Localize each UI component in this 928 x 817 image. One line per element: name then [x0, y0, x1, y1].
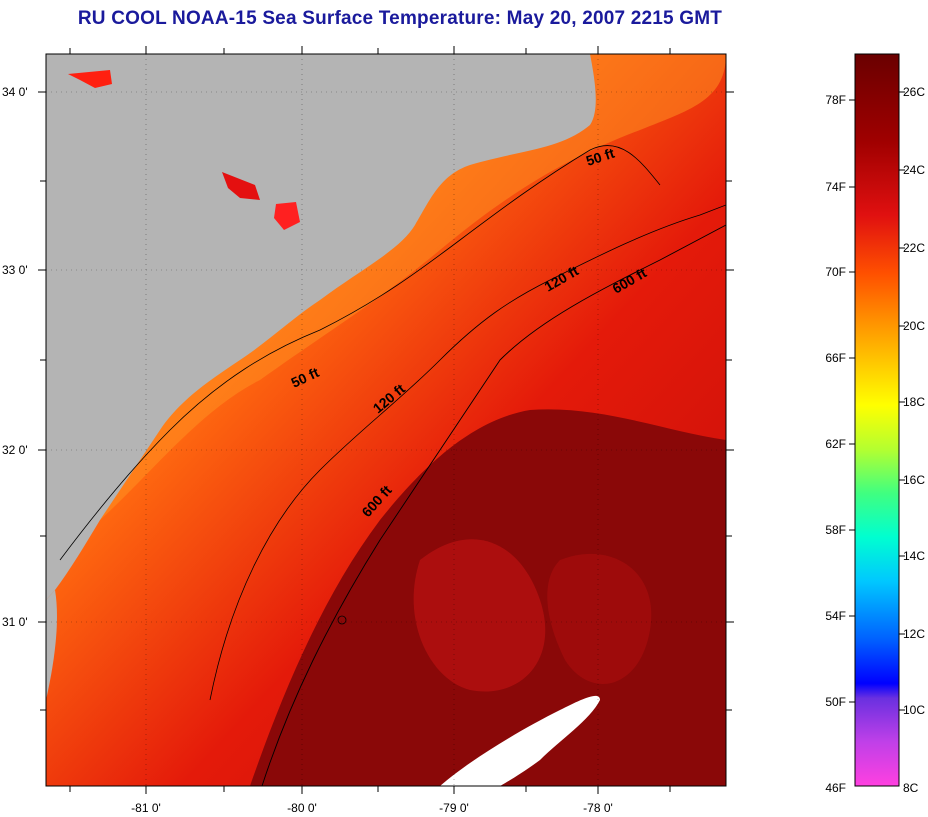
colorbar-c-label: 12C [903, 627, 925, 641]
cloud-gap [440, 695, 600, 786]
colorbar-f-label: 66F [825, 351, 846, 365]
colorbar-c-label: 14C [903, 549, 925, 563]
lon-label-78: -78 0' [583, 801, 613, 815]
land-mass [46, 54, 596, 600]
axis-ticks [38, 46, 734, 794]
colorbar-f-label: 50F [825, 695, 846, 709]
map-title: RU COOL NOAA-15 Sea Surface Temperature:… [77, 8, 723, 29]
warm-eddy-2 [547, 553, 652, 684]
contour-600ft [261, 224, 726, 786]
colorbar-f-label: 58F [825, 523, 846, 537]
contour-120ft [209, 204, 726, 701]
colorbar-f-label: 74F [825, 180, 846, 194]
lon-label-81: -81 0' [131, 801, 161, 815]
map-area [46, 54, 726, 786]
colorbar [854, 53, 900, 787]
land-mass-south [46, 590, 57, 700]
lat-label-31: 31 0' [2, 615, 28, 629]
colorbar-c-label: 20C [903, 319, 925, 333]
colorbar-c-label: 26C [903, 85, 925, 99]
colorbar-c-label: 16C [903, 473, 925, 487]
lat-label-32: 32 0' [2, 443, 28, 457]
colorbar-f-label: 46F [825, 781, 846, 795]
colorbar-f-label: 54F [825, 609, 846, 623]
colorbar-c-label: 24C [903, 163, 925, 177]
lat-label-34: 34 0' [2, 85, 28, 99]
lat-label-33: 33 0' [2, 263, 28, 277]
station-marker [337, 615, 347, 625]
colorbar-f-label: 78F [825, 93, 846, 107]
lake [274, 202, 300, 230]
colorbar-c-label: 18C [903, 395, 925, 409]
lon-label-79: -79 0' [439, 801, 469, 815]
lake [222, 172, 260, 200]
map-grid [46, 54, 726, 786]
warm-eddy [413, 539, 546, 692]
colorbar-f-label: 62F [825, 437, 846, 451]
lon-label-80: -80 0' [287, 801, 317, 815]
map-frame [45, 53, 727, 787]
colorbar-c-label: 8C [903, 781, 919, 795]
colorbar-f-label: 70F [825, 265, 846, 279]
colorbar-c-label: 10C [903, 703, 925, 717]
colorbar-c-label: 22C [903, 241, 925, 255]
lake [68, 70, 112, 88]
colorbar-ticks [849, 91, 905, 711]
contour-50ft [59, 145, 661, 561]
